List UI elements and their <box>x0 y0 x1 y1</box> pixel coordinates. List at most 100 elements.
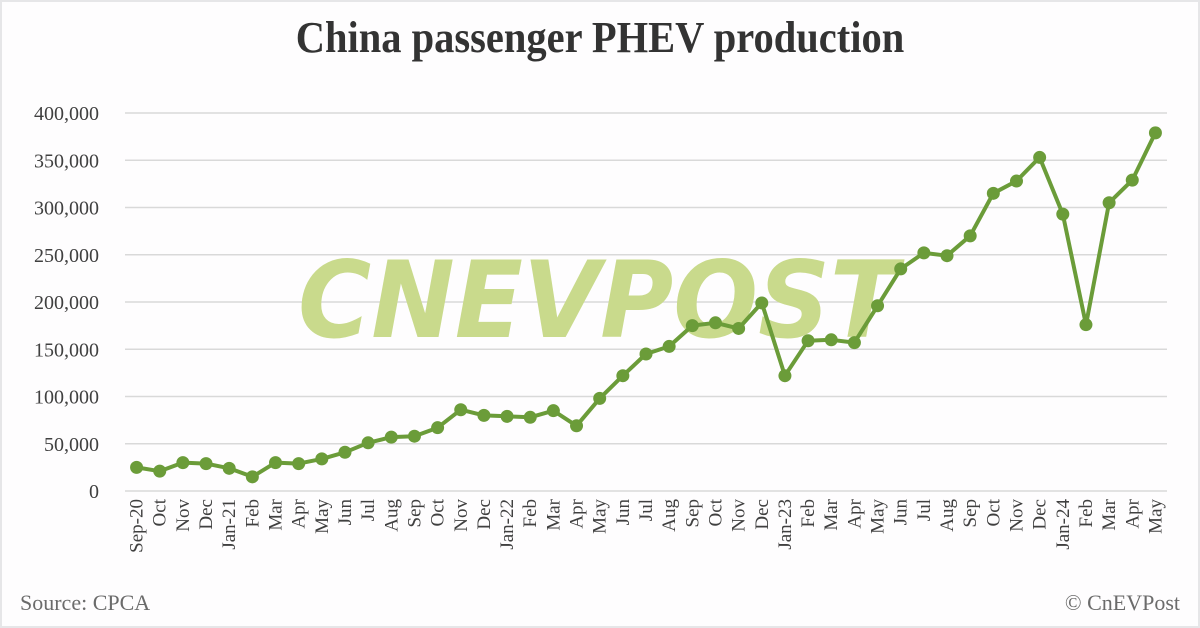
data-point-marker <box>639 347 653 361</box>
y-tick-label: 350,000 <box>34 150 99 172</box>
data-point-marker <box>1102 196 1116 210</box>
x-tick-label: May <box>1145 499 1166 534</box>
data-point-marker <box>917 246 931 260</box>
y-axis-labels: 0 50,000 100,000 150,000 200,000 250,000 300,0… <box>34 103 99 503</box>
x-tick-label: Dec <box>1030 499 1051 530</box>
data-point-marker <box>732 321 746 335</box>
data-point-marker <box>616 369 630 383</box>
x-tick-label: Feb <box>520 499 541 528</box>
x-tick-label: Mar <box>821 498 842 530</box>
data-series <box>130 126 1162 484</box>
data-point-marker <box>1148 126 1162 140</box>
x-tick-label: Mar <box>266 498 287 530</box>
data-point-marker <box>708 316 722 330</box>
data-point-marker <box>384 430 398 444</box>
x-tick-label: Oct <box>150 498 171 526</box>
x-tick-label: Jun <box>613 499 634 526</box>
y-tick-label: 200,000 <box>34 292 99 314</box>
x-tick-label: Apr <box>1122 498 1143 528</box>
data-point-marker <box>986 186 1000 200</box>
data-point-marker <box>292 457 306 471</box>
x-tick-label: Jan-24 <box>1053 499 1074 550</box>
data-point-marker <box>871 299 885 313</box>
data-point-marker <box>199 457 213 471</box>
x-tick-label: Sep <box>404 499 425 528</box>
x-tick-label: Jul <box>636 499 657 521</box>
data-point-marker <box>431 421 445 435</box>
x-tick-label: Oct <box>705 498 726 526</box>
x-tick-label: Nov <box>1006 499 1027 532</box>
data-point-marker <box>801 334 815 348</box>
data-point-marker <box>570 419 584 433</box>
data-point-marker <box>315 452 329 466</box>
x-tick-label: Jan-23 <box>775 499 796 550</box>
x-tick-label: Nov <box>451 499 472 532</box>
data-point-marker <box>361 436 375 450</box>
y-tick-label: 400,000 <box>34 103 99 125</box>
x-tick-label: May <box>868 499 889 534</box>
x-tick-label: May <box>590 499 611 534</box>
x-tick-label: Dec <box>196 499 217 530</box>
data-point-marker <box>454 403 468 417</box>
watermark: CNEVPOST <box>298 239 905 362</box>
x-tick-label: Nov <box>729 499 750 532</box>
x-tick-label: Sep <box>682 499 703 528</box>
x-tick-label: Jul <box>358 499 379 521</box>
data-point-marker <box>338 445 352 459</box>
data-point-marker <box>546 404 560 418</box>
x-tick-label: Jan-22 <box>497 499 518 550</box>
x-tick-label: Mar <box>1099 498 1120 530</box>
x-tick-label: Sep <box>960 499 981 528</box>
data-point-marker <box>940 249 954 263</box>
data-point-marker <box>847 336 861 350</box>
x-tick-label: Dec <box>752 499 773 530</box>
data-point-marker <box>963 229 977 243</box>
data-point-marker <box>1033 150 1047 164</box>
x-tick-label: Dec <box>474 499 495 530</box>
x-tick-label: Jun <box>891 499 912 526</box>
x-tick-label: Aug <box>937 499 958 532</box>
x-tick-label: Jun <box>335 499 356 526</box>
y-tick-label: 300,000 <box>34 198 99 220</box>
y-tick-label: 0 <box>89 481 99 503</box>
data-point-marker <box>477 408 491 422</box>
data-point-marker <box>593 391 607 405</box>
data-point-marker <box>755 296 769 310</box>
copyright-note: © CnEVPost <box>1064 590 1180 615</box>
data-point-marker <box>894 262 908 276</box>
x-tick-label: Apr <box>567 498 588 528</box>
x-tick-label: Nov <box>173 499 194 532</box>
x-tick-label: Jan-21 <box>219 499 240 550</box>
x-tick-label: Feb <box>242 499 263 528</box>
x-tick-label: Aug <box>659 499 680 532</box>
x-tick-label: Oct <box>428 498 449 526</box>
data-point-marker <box>824 333 838 347</box>
data-point-marker <box>500 409 514 423</box>
y-tick-label: 50,000 <box>44 434 99 456</box>
data-point-marker <box>523 410 537 424</box>
x-tick-label: May <box>312 499 333 534</box>
x-axis-labels: Sep-20 Oct Nov Dec Jan-21 Feb Mar Apr May Jun Jul A… <box>127 498 1167 553</box>
y-tick-label: 250,000 <box>34 245 99 267</box>
data-point-marker <box>1009 174 1023 188</box>
x-tick-label: Oct <box>983 498 1004 526</box>
data-point-marker <box>176 456 190 470</box>
x-tick-label: Feb <box>1076 499 1097 528</box>
source-note: Source: CPCA <box>20 590 151 615</box>
data-point-marker <box>662 339 676 353</box>
watermark-text: CNEVPOST <box>298 239 905 362</box>
data-point-marker <box>245 470 259 484</box>
x-tick-label: Mar <box>543 498 564 530</box>
data-point-marker <box>1079 318 1093 332</box>
data-point-marker <box>1056 207 1070 221</box>
data-point-marker <box>778 369 792 383</box>
data-point-marker <box>685 319 699 333</box>
x-tick-label: Apr <box>844 498 865 528</box>
x-tick-label: Feb <box>798 499 819 528</box>
y-tick-label: 150,000 <box>34 339 99 361</box>
x-tick-label: Aug <box>381 499 402 532</box>
gridlines <box>125 112 1167 492</box>
data-point-marker <box>269 456 283 470</box>
